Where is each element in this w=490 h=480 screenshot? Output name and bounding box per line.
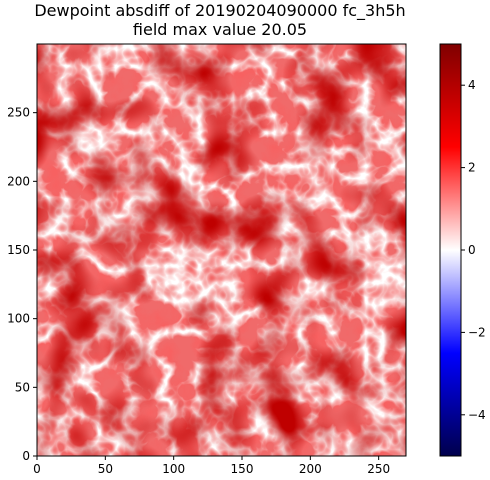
chart-title: Dewpoint absdiff of 20190204090000 fc_3h…	[34, 1, 405, 39]
x-tick-label: 150	[231, 462, 254, 476]
y-tick-label: 250	[7, 106, 30, 120]
colorbar-tick-label: 4	[468, 78, 476, 92]
colorbar-tick-label: 2	[468, 161, 476, 175]
colorbar-tick-label: 0	[468, 243, 476, 257]
colorbar: −4 −2 0 2 4	[439, 43, 486, 457]
heatmap-plot-area	[36, 43, 407, 457]
x-tick-label: 100	[162, 462, 185, 476]
colorbar-tick-label: −4	[468, 408, 486, 422]
y-tick-label: 150	[7, 243, 30, 257]
chart-title-line-2: field max value 20.05	[133, 20, 307, 39]
x-axis: 0 50 100 150 200 250	[33, 456, 390, 476]
y-tick-label: 200	[7, 174, 30, 188]
y-tick-label: 0	[22, 449, 30, 463]
heatmap-layer-dark	[37, 44, 406, 456]
y-axis: 0 50 100 150 200 250	[7, 106, 37, 463]
x-tick-label: 0	[33, 462, 41, 476]
colorbar-bar	[440, 44, 461, 456]
colorbar-tick-label: −2	[468, 325, 486, 339]
x-tick-label: 250	[367, 462, 390, 476]
x-tick-label: 200	[299, 462, 322, 476]
y-tick-label: 100	[7, 312, 30, 326]
chart-title-line-1: Dewpoint absdiff of 20190204090000 fc_3h…	[34, 1, 405, 21]
y-tick-label: 50	[15, 380, 30, 394]
x-tick-label: 50	[98, 462, 113, 476]
